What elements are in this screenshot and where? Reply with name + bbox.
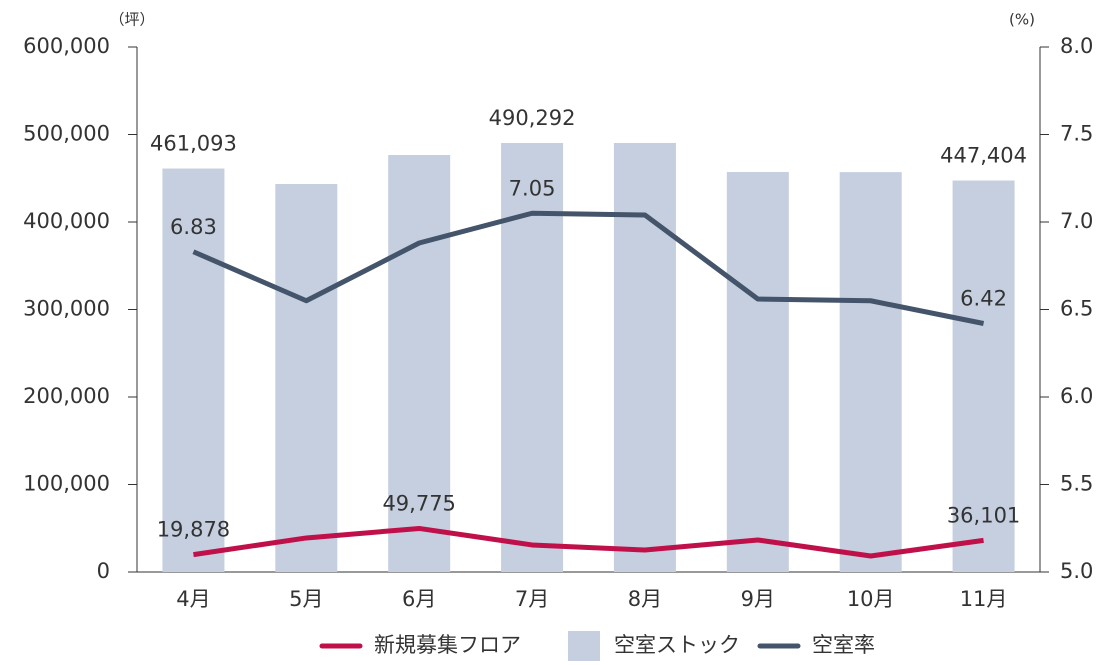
bar-value-label: 490,292 [489, 106, 576, 130]
legend-label: 新規募集フロア [374, 633, 521, 657]
y2-axis-title: (%) [1009, 11, 1035, 29]
y-tick-label: 200,000 [23, 384, 110, 408]
x-tick-label: 6月 [402, 587, 436, 611]
x-tick-label: 8月 [628, 587, 662, 611]
x-tick-label: 9月 [741, 587, 775, 611]
bar [726, 172, 789, 572]
line-value-label: 7.05 [509, 176, 556, 200]
line-value-label: 19,878 [157, 518, 230, 542]
bar [839, 172, 902, 572]
y2-tick-label: 5.5 [1060, 472, 1093, 496]
y-tick-label: 400,000 [23, 209, 110, 233]
y2-tick-label: 8.0 [1060, 34, 1093, 58]
bar [275, 184, 338, 572]
y-tick-label: 600,000 [23, 34, 110, 58]
y2-tick-label: 6.5 [1060, 297, 1093, 321]
bar [162, 168, 225, 572]
x-tick-label: 11月 [960, 587, 1008, 611]
y-axis-title: （坪） [109, 11, 154, 29]
y2-tick-label: 6.0 [1060, 384, 1093, 408]
y-tick-label: 500,000 [23, 122, 110, 146]
line [192, 210, 985, 326]
legend-label: 空室率 [812, 633, 875, 657]
line-value-label: 36,101 [947, 503, 1020, 527]
bar-value-label: 461,093 [150, 132, 237, 156]
y-tick-label: 100,000 [23, 472, 110, 496]
legend-label: 空室ストック [614, 633, 740, 657]
bar-value-label: 447,404 [940, 144, 1027, 168]
line [193, 525, 984, 559]
line-value-label: 6.83 [170, 215, 217, 239]
y2-tick-label: 5.0 [1060, 559, 1093, 583]
legend-swatch [568, 631, 600, 661]
x-tick-label: 5月 [289, 587, 323, 611]
x-tick-label: 7月 [515, 587, 549, 611]
y2-tick-label: 7.5 [1060, 122, 1093, 146]
bar [952, 180, 1015, 573]
line-value-label: 49,775 [382, 491, 455, 515]
bar [388, 154, 451, 572]
bar [501, 142, 564, 572]
x-tick-label: 4月 [176, 587, 210, 611]
y-tick-label: 300,000 [23, 297, 110, 321]
bar [613, 142, 676, 573]
y-tick-label: 0 [97, 559, 110, 583]
line-value-label: 6.42 [960, 287, 1007, 311]
y2-tick-label: 7.0 [1060, 209, 1093, 233]
x-tick-label: 10月 [847, 587, 895, 611]
